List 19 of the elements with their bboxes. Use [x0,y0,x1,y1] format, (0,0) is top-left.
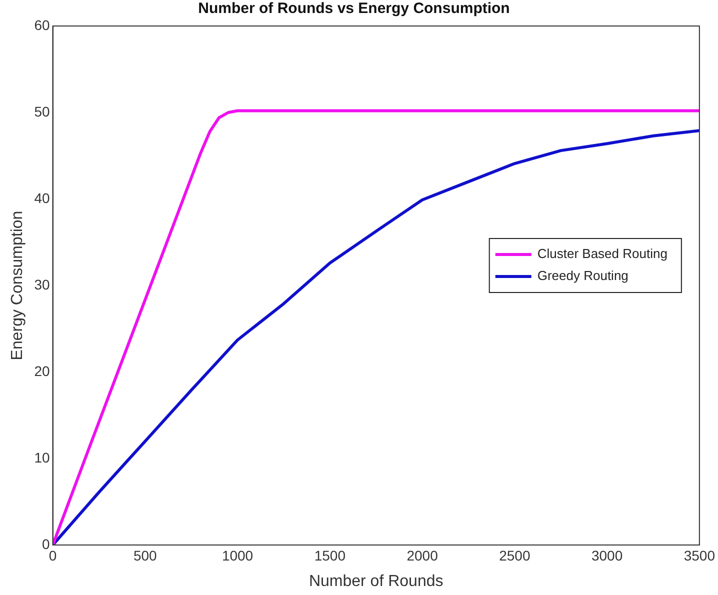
y-tick-label: 40 [34,190,50,206]
x-tick-label: 3000 [591,547,623,564]
x-tick-label: 2000 [406,547,438,564]
x-tick-label: 3500 [684,547,716,564]
y-tick-label: 20 [34,362,50,379]
x-axis-title: Number of Rounds [308,572,444,590]
y-tick-label: 60 [34,16,50,33]
chart-title: Number of Rounds vs Energy Consumption [198,0,510,18]
y-tick-label: 10 [34,449,50,466]
x-tick-label: 500 [133,547,158,564]
legend-label: Greedy Routing [537,268,628,284]
y-axis-title: Energy Consumption [9,210,26,360]
y-tick-label: 50 [34,103,50,120]
x-tick-label: 1000 [222,547,254,564]
y-tick-label: 0 [42,536,50,552]
y-tick-label: 30 [34,276,50,292]
legend-label: Cluster Based Routing [537,246,668,262]
x-tick-label: 2500 [499,547,530,564]
x-tick-label: 1500 [314,547,346,564]
